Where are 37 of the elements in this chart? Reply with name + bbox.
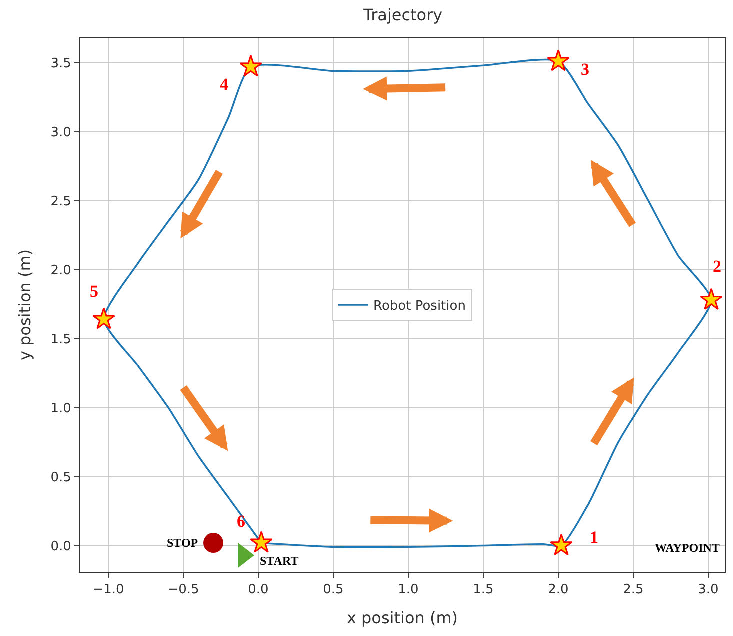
annotation: 6 [237, 512, 246, 531]
y-tick-label: 2.5 [50, 194, 72, 210]
annotation: START [260, 554, 299, 568]
point [547, 50, 570, 72]
annotation: 2 [713, 257, 722, 276]
y-tick-label: 0.0 [50, 539, 72, 554]
annotation: 5 [90, 282, 98, 301]
y-tick-label: 3.0 [50, 125, 72, 140]
x-tick-label: 3.0 [698, 582, 719, 598]
x-tick-label: 2.5 [623, 582, 644, 598]
point [92, 308, 116, 330]
y-tick-label: 2.0 [50, 263, 72, 278]
x-tick-label: 1.0 [398, 582, 419, 598]
annotation: 4 [220, 75, 229, 94]
chart-title: Trajectory [362, 6, 443, 25]
x-tick-label: 0.0 [248, 582, 269, 598]
point [250, 531, 273, 553]
annotation: WAYPOINT [655, 541, 720, 555]
y-tick-label: 0.5 [50, 470, 72, 486]
annotation: 1 [590, 528, 598, 547]
point [700, 288, 723, 310]
y-tick-label: 1.5 [50, 332, 72, 348]
annotation: STOP [167, 536, 198, 550]
x-tick-label: 0.5 [323, 582, 344, 598]
point [204, 533, 224, 554]
y-tick-label: 3.5 [50, 56, 72, 72]
x-tick-label: −0.5 [168, 582, 200, 598]
point [550, 534, 573, 556]
x-tick-label: −1.0 [92, 582, 124, 598]
y-tick-label: 1.0 [50, 401, 72, 416]
legend-label: Robot Position [374, 299, 466, 314]
point [240, 55, 262, 77]
x-axis-title: x position (m) [346, 608, 458, 628]
x-tick-label: 1.5 [473, 582, 494, 598]
annotation: 3 [581, 60, 590, 79]
x-tick-label: 2.0 [548, 582, 569, 598]
y-axis-title: y position (m) [16, 249, 35, 361]
